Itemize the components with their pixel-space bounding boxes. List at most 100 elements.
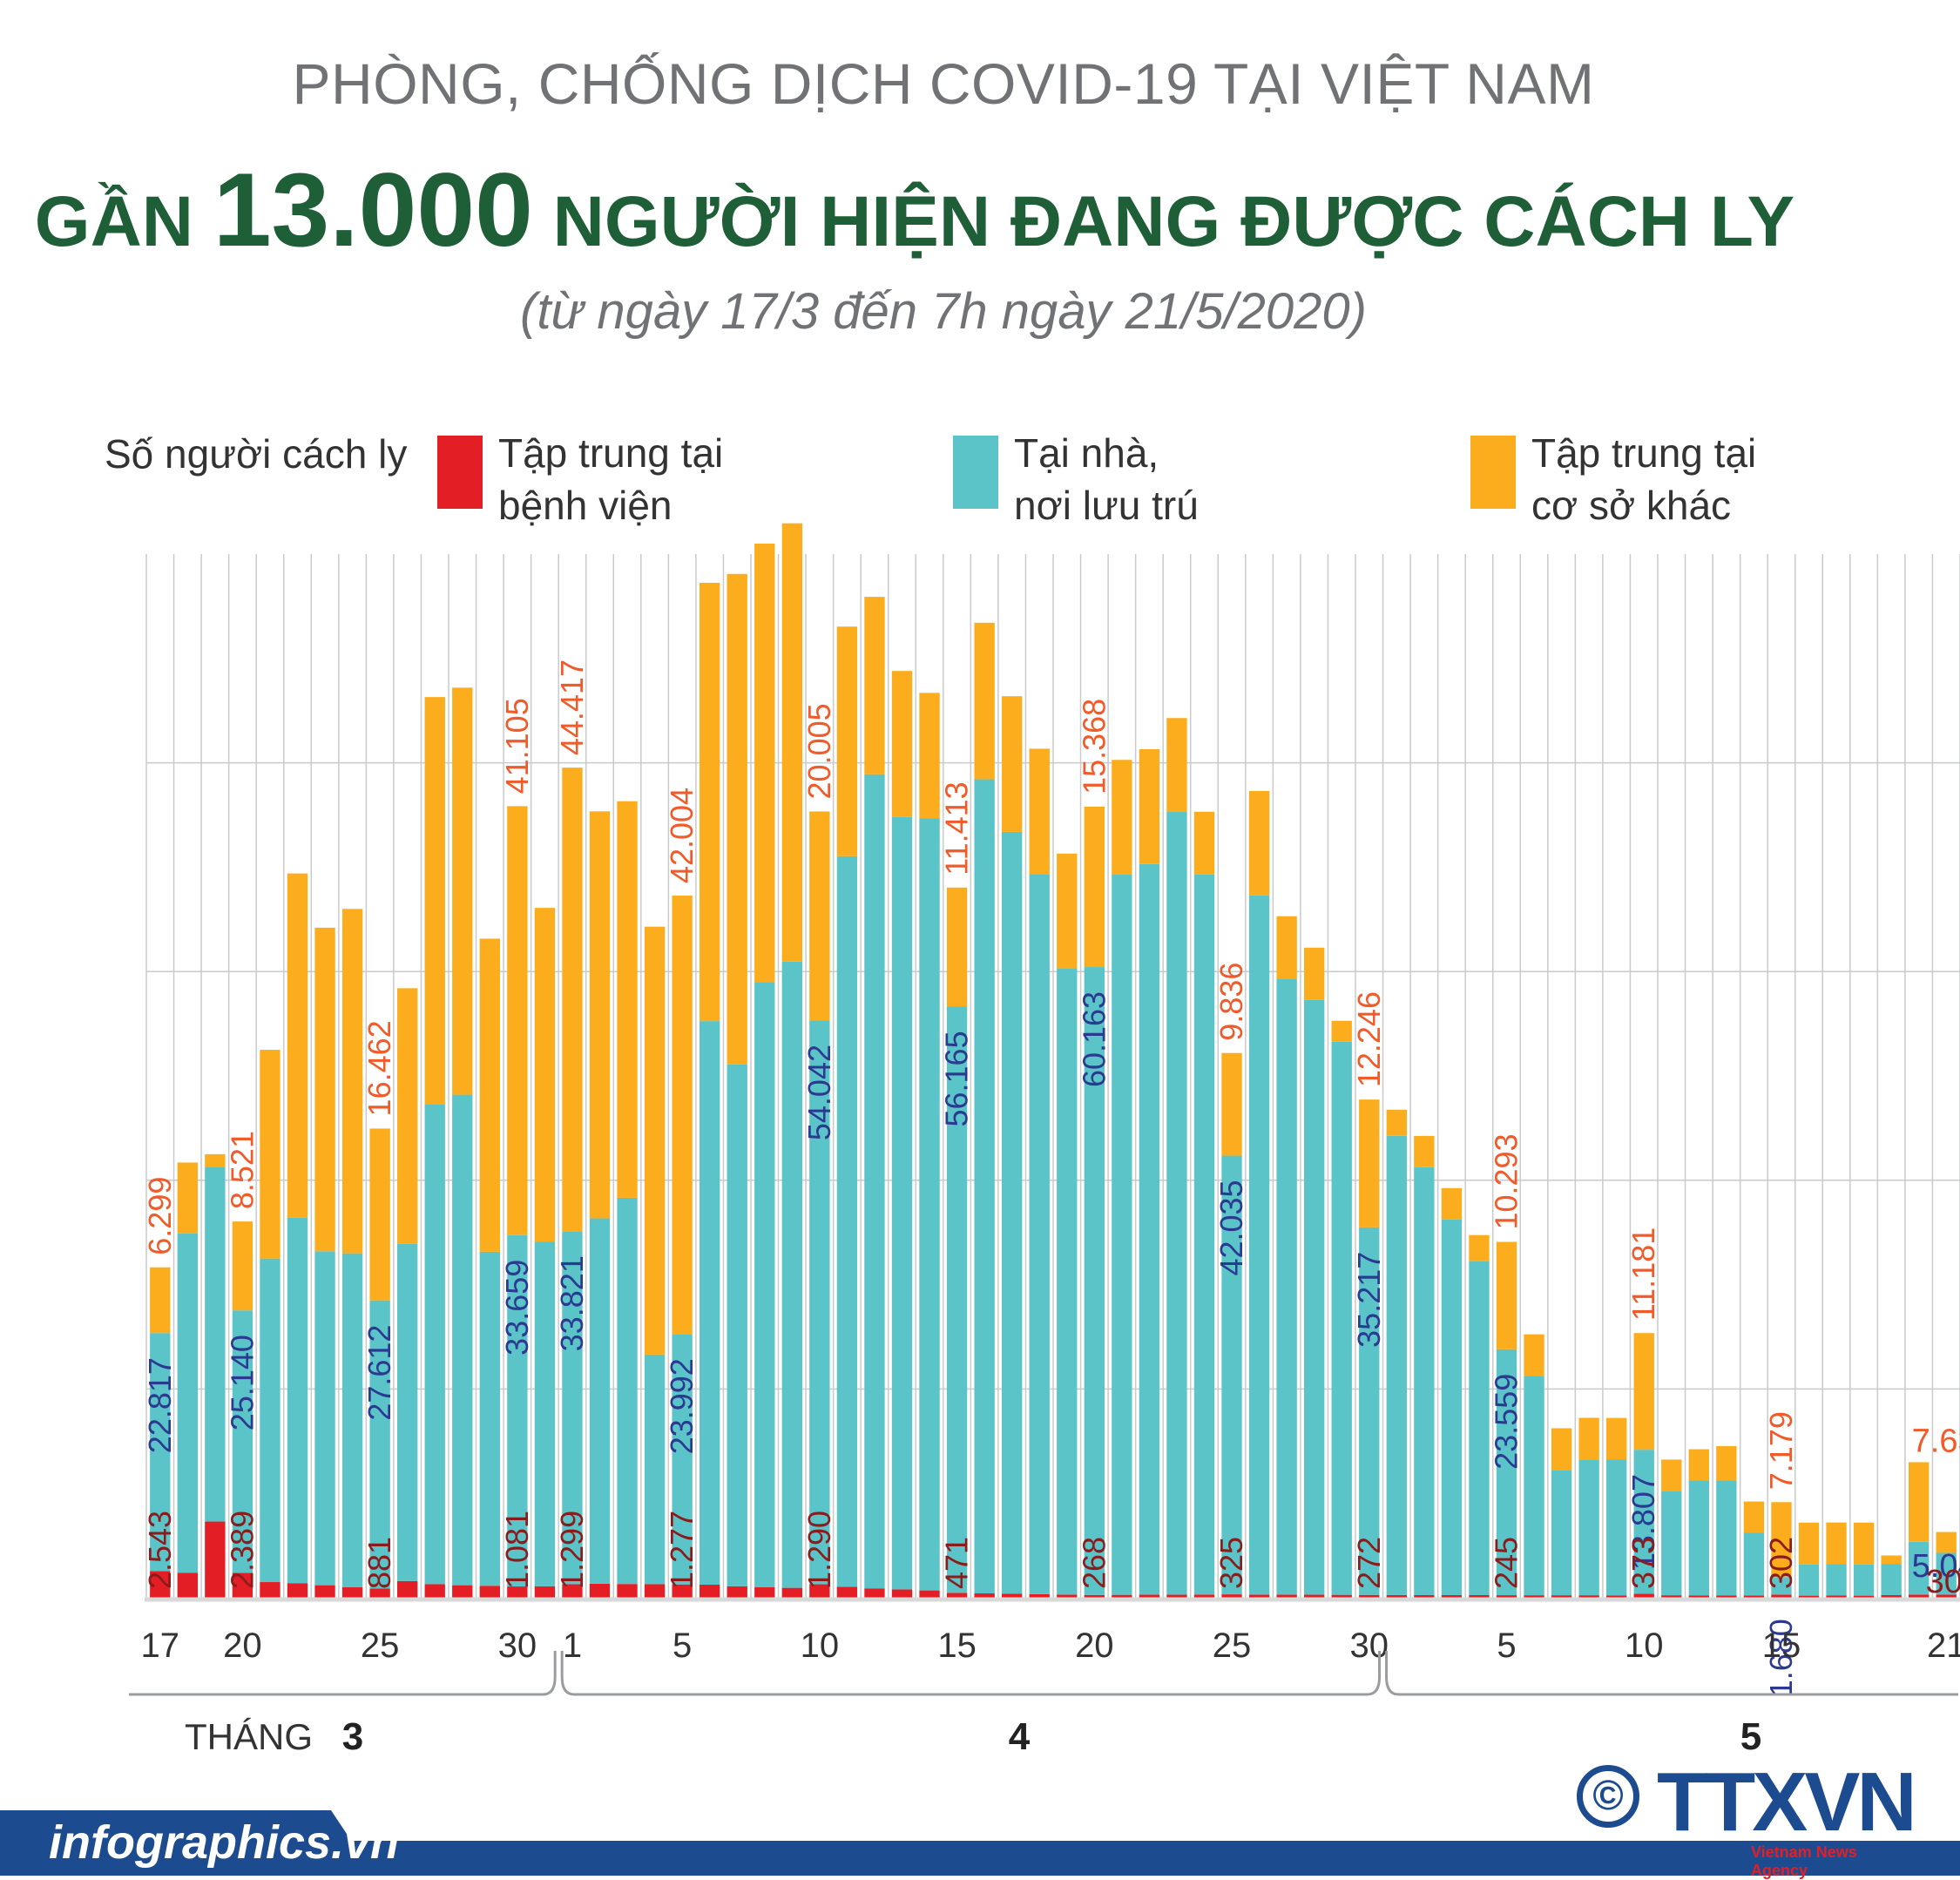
bar-home: [919, 818, 940, 1591]
bar-other: [1524, 1334, 1544, 1376]
bar-hospital: [1771, 1594, 1792, 1598]
bar-other: [1084, 806, 1105, 968]
bar-home: [1166, 812, 1187, 1595]
bar-hospital: [232, 1572, 253, 1598]
bar-other: [1881, 1555, 1902, 1565]
page-title: GẦN 13.000 NGƯỜI HIỆN ĐANG ĐƯỢC CÁCH LY: [0, 150, 1829, 270]
bar-hospital: [1881, 1595, 1902, 1598]
month-bracket: [1385, 1651, 1958, 1696]
bar-home: [1139, 863, 1160, 1595]
bar-home: [369, 1300, 390, 1589]
bar-hospital: [946, 1593, 968, 1598]
bar-other: [891, 671, 913, 817]
data-label-home: 27.612: [362, 1325, 397, 1421]
bar-home: [1661, 1491, 1682, 1596]
bar-other: [1496, 1241, 1517, 1349]
bar-other: [644, 926, 666, 1355]
bar-home: [287, 1217, 308, 1584]
x-tick-label: 25: [1213, 1626, 1252, 1665]
bar-home: [260, 1258, 280, 1583]
legend-line: Tập trung tại: [498, 430, 724, 476]
bar-other: [1771, 1502, 1792, 1578]
bar-other: [507, 806, 528, 1235]
copyright-icon: ©: [1577, 1765, 1639, 1828]
bar-other: [177, 1162, 198, 1234]
data-label-home: 54.042: [801, 1045, 837, 1140]
bar-home: [727, 1064, 747, 1586]
bar-hospital: [1057, 1594, 1078, 1598]
bar-hospital: [1524, 1595, 1544, 1598]
bar-hospital: [672, 1584, 693, 1598]
bar-other: [1057, 853, 1078, 969]
x-tick-label: 15: [937, 1626, 977, 1665]
data-label-home: 25.140: [224, 1335, 260, 1430]
bar-home: [1606, 1459, 1627, 1596]
bar-hospital: [479, 1586, 500, 1598]
bar-other: [1909, 1462, 1930, 1542]
data-label-home: 13.807: [1625, 1474, 1661, 1570]
month-label: 4: [1009, 1715, 1031, 1758]
bar-home: [1633, 1450, 1654, 1594]
data-label-hospital: 1.290: [801, 1511, 837, 1589]
bar-other: [1359, 1099, 1380, 1227]
bar-other: [1688, 1449, 1709, 1481]
bar-hospital: [1496, 1595, 1517, 1598]
bar-other: [534, 908, 556, 1242]
data-label-other: 7.633: [1912, 1423, 1960, 1459]
bar-other: [700, 582, 720, 1022]
bar-home: [1936, 1552, 1957, 1595]
bar-hospital: [1359, 1594, 1380, 1598]
bar-hospital: [1936, 1594, 1957, 1598]
bar-hospital: [1248, 1594, 1270, 1598]
bar-other: [1112, 760, 1132, 876]
data-label-hospital: 272: [1351, 1537, 1387, 1589]
data-label-hospital: 302: [1763, 1537, 1799, 1589]
data-label-hospital: 1.081: [499, 1511, 535, 1589]
data-label-other: 6.299: [142, 1177, 178, 1255]
bar-hospital: [1029, 1593, 1050, 1598]
bar-other: [1716, 1445, 1737, 1481]
bar-hospital: [177, 1572, 198, 1598]
bar-hospital: [1578, 1595, 1599, 1598]
bar-other: [864, 597, 885, 774]
bar-hospital: [1469, 1595, 1490, 1598]
bar-other: [1578, 1417, 1599, 1460]
bar-other: [1248, 790, 1270, 896]
bar-hospital: [1112, 1594, 1132, 1598]
bar-home: [1359, 1227, 1380, 1595]
bar-hospital: [836, 1586, 858, 1598]
legend-line: nơi lưu trú: [1014, 483, 1199, 528]
bar-other: [754, 544, 775, 983]
legend-line: Tập trung tại: [1531, 430, 1757, 476]
bar-other: [1661, 1459, 1682, 1491]
x-tick-label: 20: [223, 1626, 262, 1665]
legend-line: bệnh viện: [498, 483, 672, 528]
bar-hospital: [287, 1583, 308, 1598]
bar-home: [1909, 1541, 1930, 1595]
legend-text-hospital: Tập trung tại bệnh viện: [498, 427, 786, 531]
data-label-hospital: 307: [1926, 1564, 1960, 1600]
bar-hospital: [781, 1587, 802, 1598]
bar-home: [644, 1354, 666, 1585]
month-label: 5: [1740, 1715, 1761, 1758]
bar-other: [1304, 947, 1325, 1000]
bar-hospital: [644, 1584, 666, 1598]
bar-hospital: [891, 1589, 913, 1598]
logo-mark: TTXVN: [1657, 1755, 1917, 1849]
bar-home: [1578, 1459, 1599, 1596]
bar-hospital: [1414, 1595, 1435, 1598]
bar-hospital: [1853, 1595, 1875, 1598]
bar-hospital: [589, 1583, 611, 1598]
x-tick-label: 25: [361, 1626, 400, 1665]
data-label-hospital: 1.277: [664, 1511, 700, 1589]
bar-home: [1853, 1564, 1875, 1596]
bar-hospital: [1331, 1594, 1352, 1598]
bar-home: [1496, 1349, 1517, 1596]
month-bracket: [129, 1651, 557, 1696]
bar-home: [177, 1233, 198, 1573]
bar-home: [232, 1310, 253, 1573]
month-bracket: [560, 1651, 1382, 1696]
bar-home: [672, 1334, 693, 1585]
bar-hospital: [369, 1588, 390, 1598]
bar-other: [1743, 1501, 1765, 1533]
